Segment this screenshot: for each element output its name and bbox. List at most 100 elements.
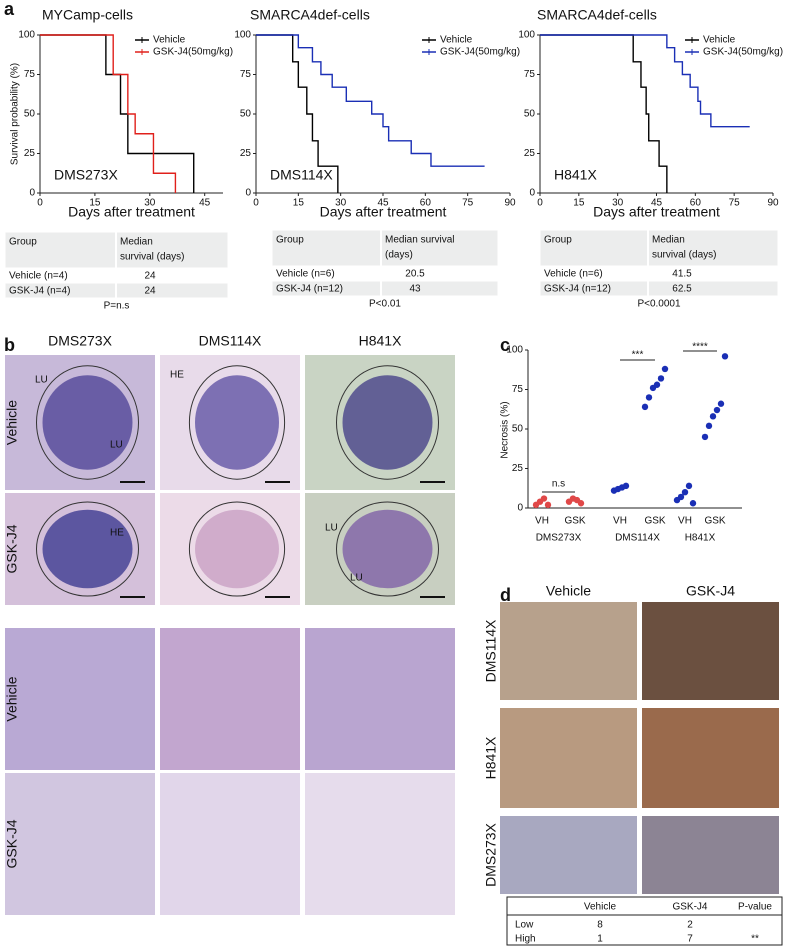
- data-point: [661, 365, 669, 373]
- y-tick-label: 25: [512, 463, 524, 474]
- tumor-outline: [336, 365, 439, 480]
- survival-curve: [256, 34, 485, 167]
- x-tick-label: 60: [690, 198, 702, 209]
- table-cell: Low: [515, 920, 534, 931]
- y-tick-label: 100: [506, 345, 523, 356]
- x-tick-label: 0: [253, 198, 259, 209]
- ihc-image: [500, 816, 637, 894]
- legend-label: GSK-J4(50mg/kg): [703, 47, 783, 58]
- x-tick-label: 30: [144, 198, 156, 209]
- significance-label: ****: [692, 342, 708, 353]
- table-footer: P=n.s: [104, 301, 130, 312]
- table-cell: **: [751, 934, 759, 945]
- legend-label: Vehicle: [153, 35, 186, 46]
- table-cell: 43: [409, 284, 421, 295]
- row-label: DMS273X: [483, 822, 499, 886]
- x-tick-label: 45: [199, 198, 211, 209]
- x-tick-label: 75: [462, 198, 474, 209]
- x-axis-label: Days after treatment: [320, 204, 447, 220]
- table-header: GSK-J4: [672, 902, 707, 913]
- table-cell: GSK-J4 (n=4): [9, 286, 70, 297]
- panel-label: b: [4, 335, 15, 355]
- group-label: DMS273X: [536, 533, 582, 544]
- data-point: [544, 501, 552, 509]
- row-label: GSK-J4: [4, 524, 20, 573]
- tumor-outline: [188, 365, 286, 480]
- table-header: survival (days): [652, 250, 716, 261]
- y-tick-label: 100: [234, 30, 251, 41]
- row-label: Vehicle: [4, 676, 20, 721]
- survival-curve: [540, 34, 750, 128]
- row-label: H841X: [483, 736, 499, 779]
- table-cell: Vehicle (n=6): [276, 269, 335, 280]
- x-tick-label: 90: [504, 198, 516, 209]
- data-point: [685, 482, 693, 490]
- ihc-image: [642, 708, 779, 808]
- y-tick-label: 50: [512, 424, 524, 435]
- x-tick-label: 45: [377, 198, 389, 209]
- tumor-outline: [36, 365, 139, 480]
- data-point: [717, 400, 725, 407]
- x-tick-label: 30: [612, 198, 624, 209]
- table-header: (days): [385, 250, 413, 261]
- legend-label: GSK-J4(50mg/kg): [440, 47, 520, 58]
- ihc-image: [500, 708, 637, 808]
- data-point: [657, 375, 665, 382]
- x-tick-label: 15: [293, 198, 305, 209]
- y-axis-label: Necrosis (%): [500, 401, 511, 458]
- region-tag: LU: [350, 573, 363, 584]
- data-point: [641, 403, 649, 411]
- y-tick-label: 75: [240, 69, 252, 80]
- y-tick-label: 50: [240, 109, 252, 120]
- table-cell: 24: [144, 271, 156, 282]
- significance-label: n.s: [552, 479, 565, 490]
- x-axis-label: Days after treatment: [68, 204, 195, 220]
- region-tag: HE: [170, 370, 184, 381]
- table-row: [539, 229, 779, 267]
- y-tick-label: 50: [524, 109, 536, 120]
- x-tick-label: GSK: [644, 516, 665, 527]
- data-point: [713, 406, 721, 414]
- table-cell: 8: [597, 920, 603, 931]
- y-tick-label: 100: [18, 30, 35, 41]
- x-tick-label: 75: [729, 198, 741, 209]
- column-label: DMS273X: [48, 333, 112, 349]
- panel-label: d: [500, 585, 511, 605]
- legend-label: Vehicle: [440, 35, 473, 46]
- y-tick-label: 25: [240, 148, 252, 159]
- column-label: Vehicle: [546, 583, 591, 599]
- annotation: H841X: [554, 167, 597, 183]
- group-label: H841X: [685, 533, 716, 544]
- table-cell: 24: [144, 286, 156, 297]
- panel-label: a: [4, 0, 15, 19]
- table-cell: Vehicle (n=4): [9, 271, 68, 282]
- tumor-region: [42, 375, 133, 470]
- table-footer: P<0.0001: [637, 299, 681, 310]
- table-cell: High: [515, 934, 536, 945]
- tumor-outline: [336, 501, 439, 597]
- y-tick-label: 75: [24, 69, 36, 80]
- y-tick-label: 25: [524, 148, 536, 159]
- y-tick-label: 25: [24, 148, 36, 159]
- data-point: [701, 433, 709, 441]
- data-point: [705, 422, 713, 430]
- x-tick-label: 15: [573, 198, 585, 209]
- tumor-outline: [36, 501, 139, 597]
- region-tag: LU: [110, 440, 123, 451]
- table-header: Group: [544, 235, 572, 246]
- legend-label: GSK-J4(50mg/kg): [153, 47, 233, 58]
- tumor-region: [342, 509, 433, 589]
- y-axis-label: Survival probability (%): [10, 63, 21, 165]
- y-tick-label: 75: [524, 69, 536, 80]
- ihc-image: [642, 602, 779, 700]
- table-row: [271, 229, 499, 267]
- survival-curve: [540, 34, 668, 193]
- ihc-table: [506, 896, 783, 946]
- x-tick-label: 45: [651, 198, 663, 209]
- tumor-region: [342, 375, 433, 470]
- histology-zoom: [305, 773, 455, 915]
- y-tick-label: 0: [517, 503, 523, 514]
- x-tick-label: GSK: [704, 516, 725, 527]
- tumor-outline: [188, 501, 286, 597]
- x-tick-label: 60: [420, 198, 432, 209]
